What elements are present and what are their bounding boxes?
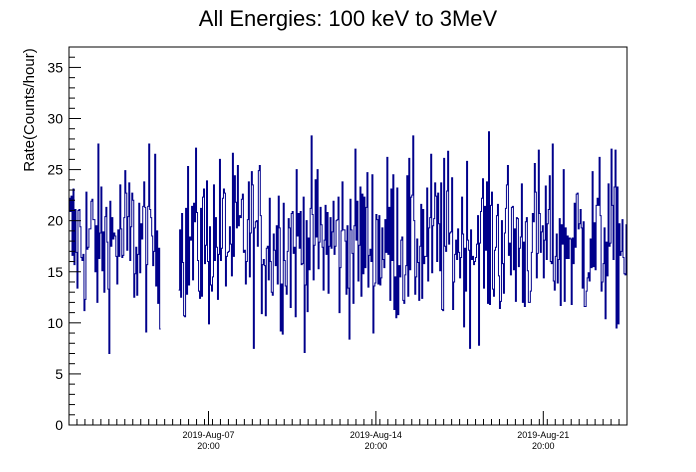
y-tick-label: 15 (47, 264, 63, 280)
axes: 051015202530352019-Aug-0720:002019-Aug-1… (47, 46, 628, 451)
x-tick-date: 2019-Aug-21 (517, 430, 569, 440)
rate-series-line (69, 131, 627, 354)
x-tick-date: 2019-Aug-07 (182, 430, 234, 440)
y-tick-label: 25 (47, 162, 63, 178)
y-tick-label: 5 (55, 366, 63, 382)
x-tick-date: 2019-Aug-14 (350, 430, 402, 440)
y-tick-label: 20 (47, 213, 63, 229)
x-tick-time: 20:00 (197, 441, 220, 451)
y-tick-label: 35 (47, 59, 63, 75)
y-tick-label: 10 (47, 315, 63, 331)
x-tick-time: 20:00 (532, 441, 555, 451)
rate-series (69, 131, 627, 354)
x-tick-time: 20:00 (365, 441, 388, 451)
chart-title: All Energies: 100 keV to 3MeV (199, 6, 498, 31)
y-tick-label: 30 (47, 111, 63, 127)
y-tick-label: 0 (55, 417, 63, 433)
y-axis-label: Rate(Counts/hour) (21, 48, 38, 171)
